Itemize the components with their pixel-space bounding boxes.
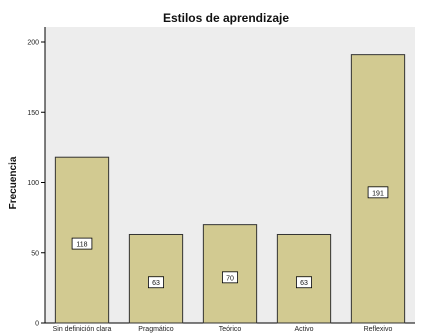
y-tick-label: 50 [31, 250, 39, 257]
y-tick-label: 200 [27, 40, 39, 47]
chart-title: Estilos de aprendizaje [163, 11, 289, 25]
bars-group: 118 63 70 63 191 [54, 54, 406, 324]
data-label-box [367, 186, 389, 199]
data-label-box [295, 276, 312, 289]
data-label: 70 [226, 275, 234, 282]
y-axis-label: Frecuencia [8, 156, 19, 209]
x-ticks: Sin definición clara Pragmático Teórico Act… [53, 326, 393, 333]
data-label-box [71, 237, 93, 250]
y-tick-label: 100 [27, 180, 39, 187]
y-tick-label: 150 [27, 110, 39, 117]
data-label: 63 [300, 280, 308, 287]
x-tick-label: Sin definición clara [53, 326, 112, 333]
y-ticks: 0 50 100 150 200 [27, 40, 45, 328]
data-label-box [221, 271, 238, 284]
y-tick-label: 0 [35, 321, 39, 328]
data-label-box [147, 276, 164, 289]
x-tick-label: Pragmático [138, 326, 174, 333]
x-tick-label: Reflexivo [364, 326, 393, 333]
bar [350, 54, 406, 324]
data-label: 191 [372, 190, 384, 197]
x-tick-label: Activo [294, 326, 313, 333]
data-label: 118 [76, 242, 87, 249]
data-label: 63 [152, 280, 160, 287]
x-tick-label: Teórico [219, 326, 242, 333]
